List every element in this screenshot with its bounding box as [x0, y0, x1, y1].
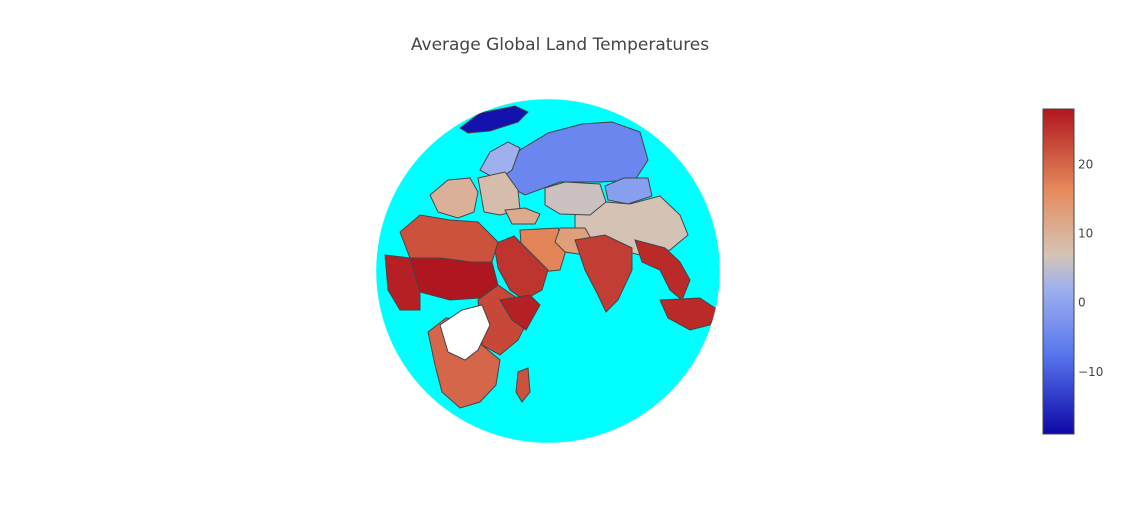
- region-kazakhstan[interactable]: [544, 181, 607, 216]
- region-western-europe[interactable]: [429, 177, 479, 219]
- region-indonesia[interactable]: [659, 297, 719, 331]
- colorbar-tick-label: 0: [1078, 296, 1086, 310]
- globe[interactable]: [375, 98, 721, 444]
- region-west-africa[interactable]: [384, 254, 421, 311]
- region-greenland[interactable]: [459, 105, 529, 134]
- region-no-data[interactable]: [439, 304, 491, 361]
- globe-outline: [375, 98, 721, 444]
- colorbar-tick-label: 10: [1078, 226, 1093, 240]
- region-russia[interactable]: [504, 121, 649, 196]
- region-arabian-peninsula[interactable]: [493, 235, 549, 301]
- region-somalia[interactable]: [499, 294, 541, 331]
- region-mongolia[interactable]: [604, 177, 653, 205]
- region-madagascar[interactable]: [515, 367, 531, 403]
- colorbar: −10 0 10 20: [1042, 108, 1103, 435]
- region-india[interactable]: [574, 234, 633, 313]
- colorbar-gradient: [1042, 108, 1075, 435]
- colorbar-tick-label: −10: [1078, 365, 1103, 379]
- chart-title: Average Global Land Temperatures: [411, 35, 709, 55]
- colorbar-tick-label: 20: [1078, 157, 1093, 171]
- colorbar-ticks: −10 0 10 20: [1078, 157, 1103, 379]
- land-layer: [384, 105, 719, 409]
- region-turkey[interactable]: [504, 207, 541, 225]
